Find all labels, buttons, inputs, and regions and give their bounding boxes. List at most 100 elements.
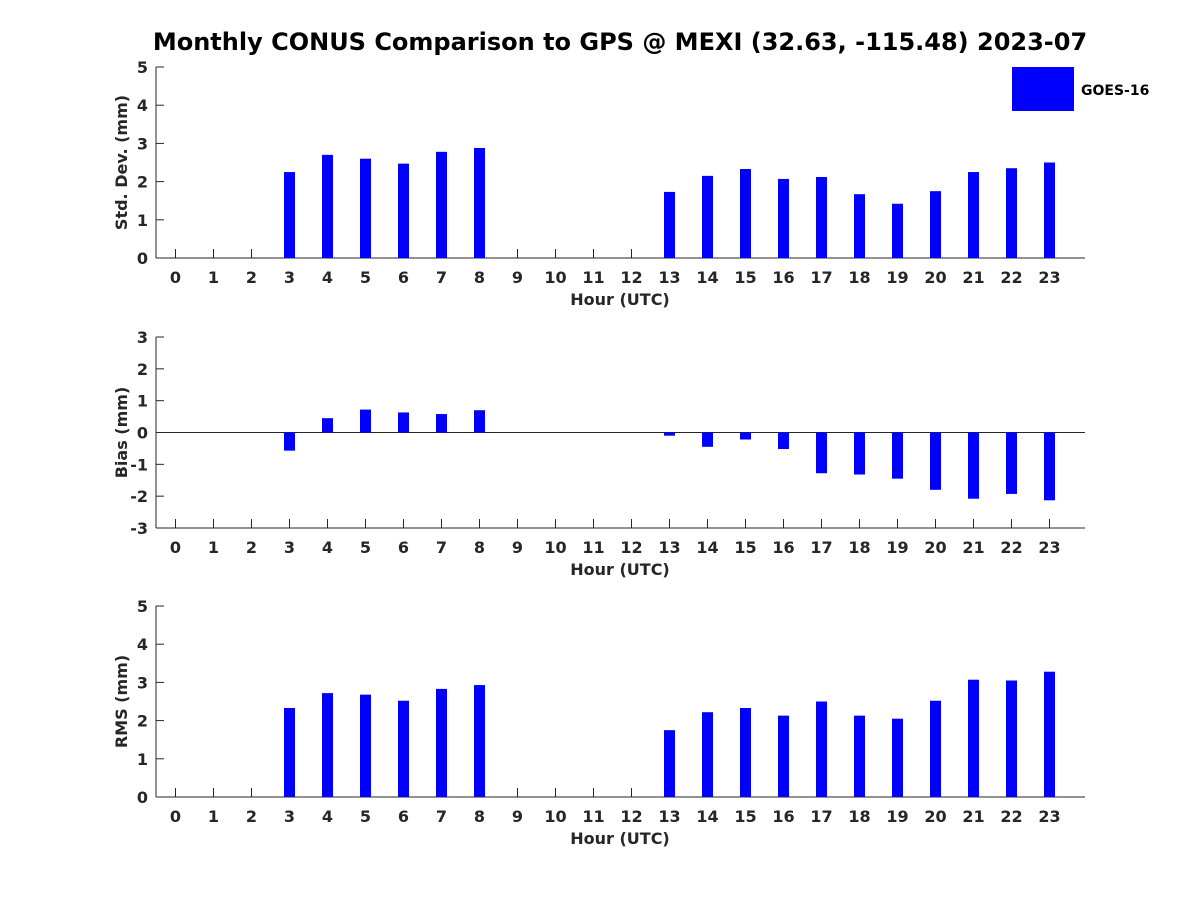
bar — [740, 707, 751, 797]
x-axis-label: Hour (UTC) — [570, 829, 670, 848]
bar — [284, 432, 295, 451]
x-tick-label: 5 — [360, 807, 371, 826]
x-tick-label: 5 — [360, 268, 371, 287]
bar — [398, 412, 409, 433]
bar — [322, 418, 333, 433]
x-tick-label: 16 — [772, 807, 794, 826]
x-tick-label: 13 — [658, 538, 680, 557]
legend-swatch — [1012, 67, 1074, 111]
y-axis-label: RMS (mm) — [112, 655, 131, 748]
bar — [436, 151, 447, 258]
y-tick-label: 1 — [137, 211, 148, 230]
bar — [702, 175, 713, 258]
x-tick-label: 21 — [962, 268, 984, 287]
bar — [398, 163, 409, 258]
bar — [1006, 680, 1017, 797]
bar — [360, 409, 371, 433]
bar — [702, 432, 713, 447]
bar — [854, 715, 865, 797]
x-tick-label: 3 — [284, 268, 295, 287]
bar — [740, 168, 751, 258]
bar — [892, 718, 903, 797]
y-tick-label: 0 — [137, 249, 148, 268]
x-axis-label: Hour (UTC) — [570, 290, 670, 309]
y-tick-label: 2 — [137, 712, 148, 731]
bar — [816, 701, 827, 797]
x-tick-label: 4 — [322, 268, 333, 287]
bar — [474, 685, 485, 797]
y-tick-label: 5 — [137, 58, 148, 77]
bar — [664, 432, 675, 436]
x-tick-label: 15 — [734, 538, 756, 557]
x-tick-label: 15 — [734, 807, 756, 826]
y-tick-label: 4 — [137, 635, 148, 654]
x-tick-label: 22 — [1000, 807, 1022, 826]
bar — [778, 178, 789, 258]
y-tick-label: 4 — [137, 96, 148, 115]
x-tick-label: 18 — [848, 807, 870, 826]
x-tick-label: 2 — [246, 807, 257, 826]
bar — [360, 158, 371, 258]
x-tick-label: 23 — [1038, 268, 1060, 287]
x-tick-label: 8 — [474, 538, 485, 557]
y-tick-label: 0 — [137, 788, 148, 807]
bar — [1044, 671, 1055, 797]
y-tick-label: 3 — [137, 673, 148, 692]
x-tick-label: 23 — [1038, 807, 1060, 826]
x-tick-label: 8 — [474, 268, 485, 287]
x-tick-label: 4 — [322, 538, 333, 557]
bar — [398, 700, 409, 797]
x-tick-label: 0 — [170, 538, 181, 557]
x-tick-label: 12 — [620, 807, 642, 826]
bar — [968, 679, 979, 797]
x-tick-label: 17 — [810, 538, 832, 557]
x-tick-label: 4 — [322, 807, 333, 826]
x-tick-label: 13 — [658, 268, 680, 287]
x-tick-label: 16 — [772, 538, 794, 557]
x-tick-label: 11 — [582, 538, 604, 557]
x-tick-label: 20 — [924, 268, 946, 287]
x-tick-label: 14 — [696, 538, 718, 557]
x-tick-label: 3 — [284, 538, 295, 557]
x-tick-label: 8 — [474, 807, 485, 826]
bar — [322, 693, 333, 797]
x-tick-label: 20 — [924, 538, 946, 557]
bar — [930, 700, 941, 797]
x-tick-label: 7 — [436, 538, 447, 557]
x-tick-label: 6 — [398, 268, 409, 287]
x-tick-label: 1 — [208, 807, 219, 826]
x-tick-label: 6 — [398, 538, 409, 557]
bar — [816, 177, 827, 258]
x-axis-label: Hour (UTC) — [570, 560, 670, 579]
x-tick-label: 21 — [962, 807, 984, 826]
bar — [968, 432, 979, 499]
x-tick-label: 3 — [284, 807, 295, 826]
bar — [854, 194, 865, 258]
bar — [1044, 162, 1055, 258]
y-tick-label: 3 — [137, 134, 148, 153]
bar — [1006, 168, 1017, 258]
bar — [778, 715, 789, 797]
y-tick-label: 0 — [137, 424, 148, 443]
x-tick-label: 17 — [810, 268, 832, 287]
x-tick-label: 23 — [1038, 538, 1060, 557]
bar — [664, 191, 675, 258]
y-tick-label: -1 — [130, 455, 148, 474]
x-tick-label: 19 — [886, 538, 908, 557]
x-tick-label: 12 — [620, 268, 642, 287]
x-tick-label: 7 — [436, 268, 447, 287]
x-tick-label: 15 — [734, 268, 756, 287]
x-tick-label: 7 — [436, 807, 447, 826]
y-tick-label: -3 — [130, 519, 148, 538]
x-tick-label: 9 — [512, 268, 523, 287]
x-tick-label: 22 — [1000, 538, 1022, 557]
y-tick-label: 1 — [137, 392, 148, 411]
bar — [930, 432, 941, 490]
x-tick-label: 21 — [962, 538, 984, 557]
x-tick-label: 10 — [544, 268, 566, 287]
legend-label: GOES-16 — [1081, 83, 1149, 99]
bar — [892, 432, 903, 479]
